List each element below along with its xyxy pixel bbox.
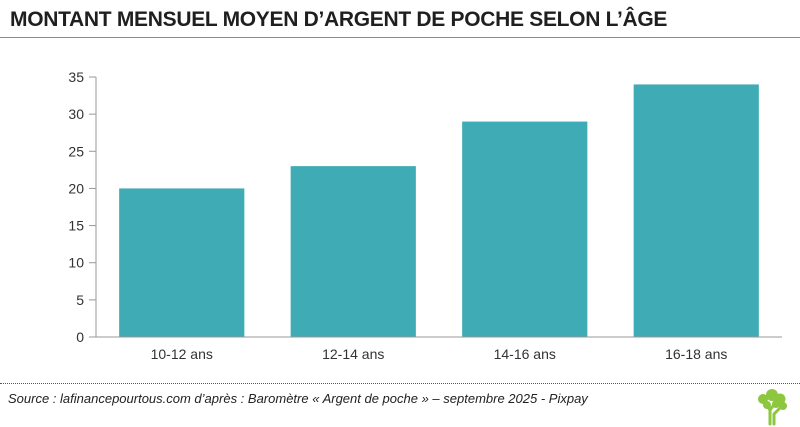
chart-title: MONTANT MENSUEL MOYEN D’ARGENT DE POCHE … xyxy=(10,8,668,31)
bar-chart: 0 5 10 15 20 25 30 35 10-12 ans 12-14 ans 14-16 a… xyxy=(68,69,782,362)
bar-14-16-ans xyxy=(462,121,588,337)
tree-logo-icon xyxy=(758,389,787,426)
x-category-label: 10-12 ans xyxy=(151,346,213,362)
bar-16-18-ans xyxy=(633,84,759,337)
y-tick-label: 35 xyxy=(68,69,84,85)
y-tick-label: 20 xyxy=(68,180,84,196)
y-tick-label: 30 xyxy=(68,106,84,122)
bar-10-12-ans xyxy=(119,188,245,337)
x-category-label: 12-14 ans xyxy=(322,346,384,362)
y-tick-label: 25 xyxy=(68,143,84,159)
y-tick-label: 0 xyxy=(76,329,84,345)
y-tick-label: 10 xyxy=(68,255,84,271)
title-divider xyxy=(0,37,800,38)
source-divider xyxy=(0,383,800,384)
x-category-label: 16-18 ans xyxy=(665,346,727,362)
x-axis-labels: 10-12 ans 12-14 ans 14-16 ans 16-18 ans xyxy=(151,346,728,362)
source-note: Source : lafinancepourtous.com d’après :… xyxy=(8,391,588,406)
x-category-label: 14-16 ans xyxy=(494,346,556,362)
bar-12-14-ans xyxy=(290,166,416,337)
y-tick-label: 15 xyxy=(68,218,84,234)
y-axis-ticks: 0 5 10 15 20 25 30 35 xyxy=(68,69,96,345)
y-tick-label: 5 xyxy=(76,292,84,308)
axes xyxy=(95,77,782,338)
bars xyxy=(119,84,759,337)
